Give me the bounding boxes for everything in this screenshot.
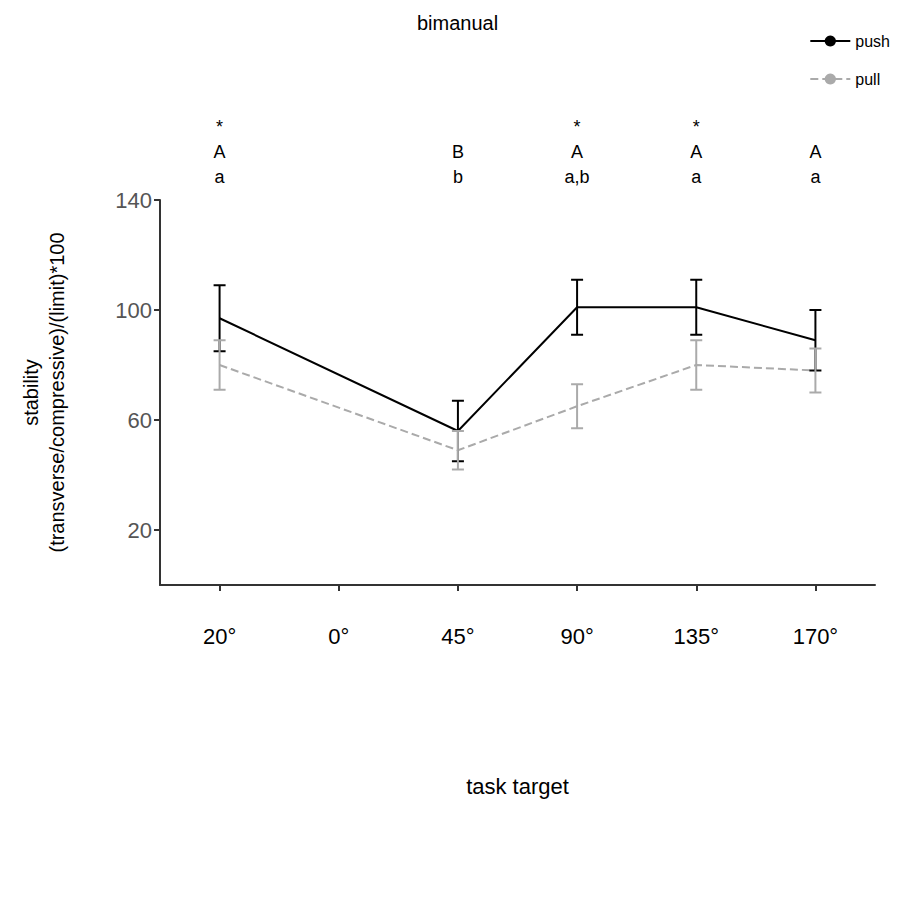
svg-text:170°: 170° [793, 624, 839, 649]
svg-text:A: A [809, 142, 821, 162]
svg-text:(transverse/compressive)/(limi: (transverse/compressive)/(limit)*100 [46, 232, 68, 552]
svg-text:135°: 135° [673, 624, 719, 649]
svg-text:A: A [571, 142, 583, 162]
svg-text:bimanual: bimanual [417, 12, 498, 34]
svg-text:*: * [216, 117, 223, 137]
svg-text:b: b [453, 167, 463, 187]
svg-text:A: A [214, 142, 226, 162]
svg-text:*: * [693, 117, 700, 137]
svg-text:task target: task target [466, 774, 569, 799]
svg-text:20°: 20° [203, 624, 236, 649]
svg-text:stability: stability [20, 359, 42, 426]
svg-text:90°: 90° [560, 624, 593, 649]
svg-text:45°: 45° [441, 624, 474, 649]
svg-text:140: 140 [115, 188, 152, 213]
svg-text:A: A [690, 142, 702, 162]
svg-text:a: a [215, 167, 226, 187]
svg-text:a,b: a,b [565, 167, 590, 187]
svg-text:a: a [691, 167, 702, 187]
svg-text:100: 100 [115, 298, 152, 323]
svg-text:B: B [452, 142, 464, 162]
svg-text:0°: 0° [328, 624, 349, 649]
svg-text:60: 60 [128, 408, 152, 433]
svg-text:pull: pull [855, 71, 880, 88]
svg-text:a: a [810, 167, 821, 187]
svg-text:20: 20 [128, 518, 152, 543]
svg-text:push: push [855, 33, 890, 50]
svg-text:*: * [574, 117, 581, 137]
